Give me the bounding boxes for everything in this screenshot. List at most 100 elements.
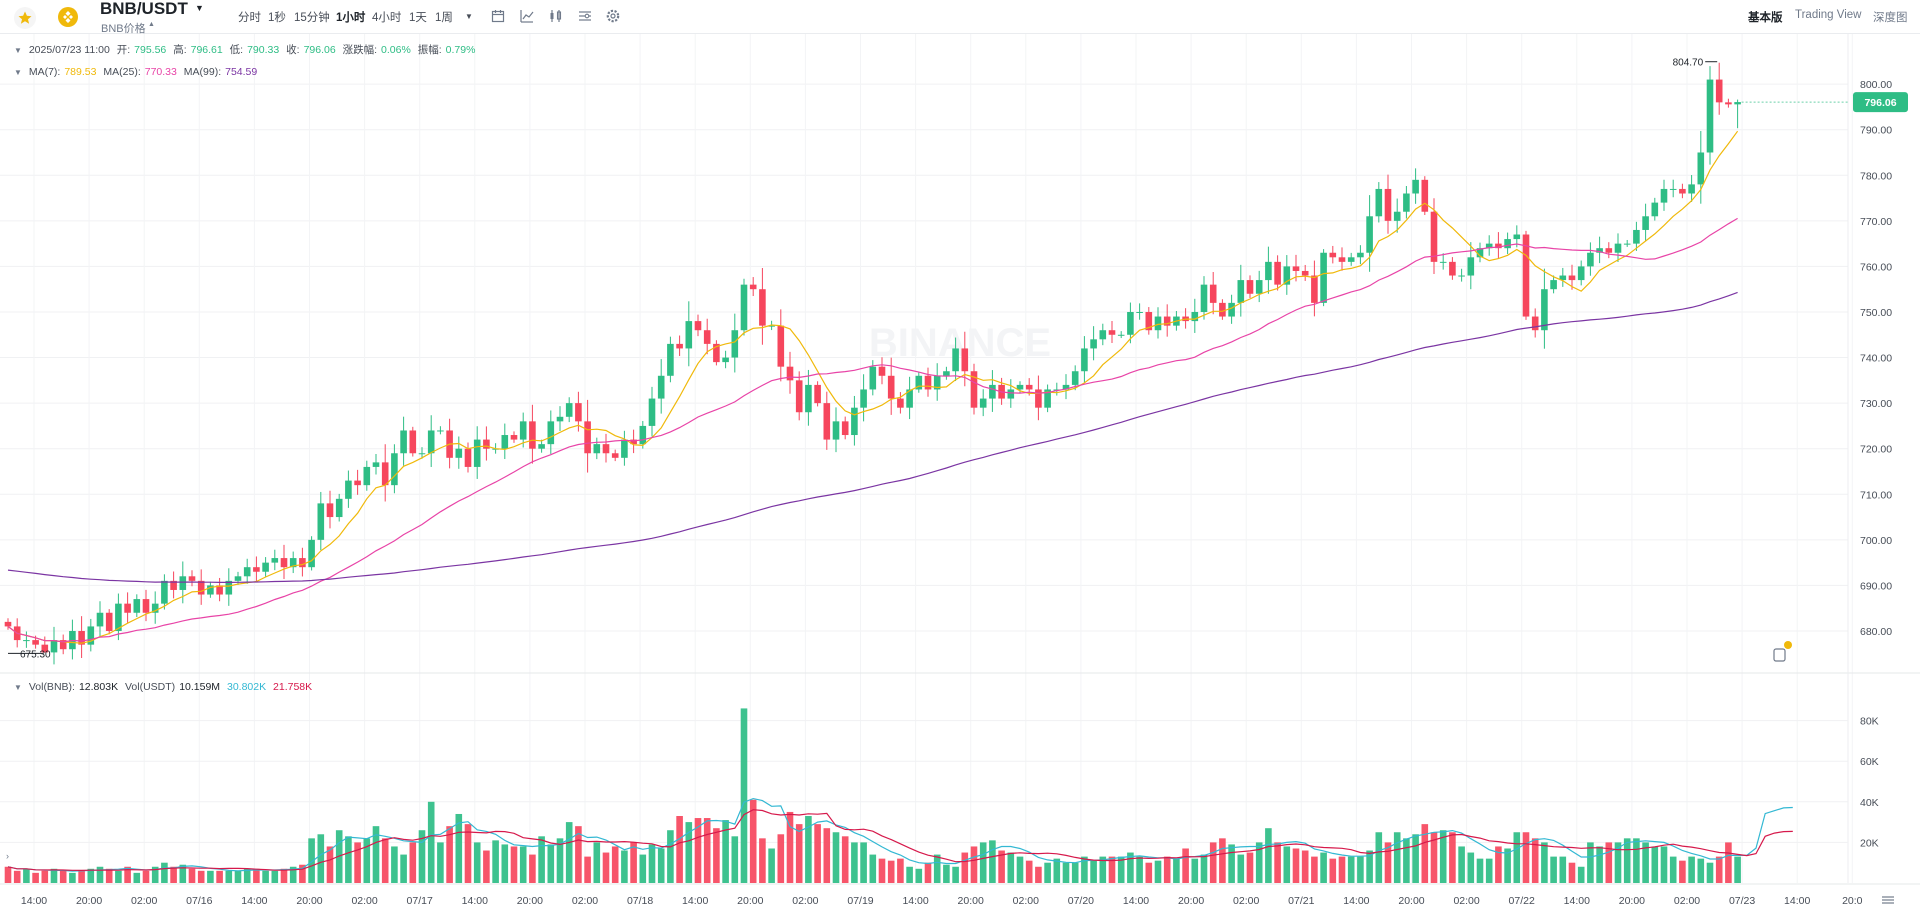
volume-bar: [1347, 856, 1355, 883]
high-value: 796.61: [190, 44, 223, 56]
volume-bar: [4, 866, 12, 883]
volume-bar: [887, 860, 895, 883]
volume-bar: [621, 850, 628, 883]
candle-body: [795, 380, 803, 413]
volume-bar: [740, 708, 748, 883]
candle-body: [961, 348, 969, 372]
chevron-up-icon[interactable]: ▲: [148, 21, 155, 28]
candle-body: [335, 498, 343, 518]
collapse-arrow-icon[interactable]: ›: [6, 851, 9, 861]
candle-body: [731, 330, 739, 358]
volume-bar: [455, 813, 463, 883]
indicator-icon[interactable]: [519, 8, 535, 24]
calendar-icon[interactable]: [490, 8, 506, 24]
candle-body: [1025, 384, 1033, 390]
candle-body: [943, 371, 950, 376]
volume-bar: [851, 842, 858, 883]
candle-body: [611, 453, 619, 458]
volume-bar: [271, 870, 279, 883]
time-tick-label: 20:00: [1178, 895, 1204, 907]
candle-body: [179, 576, 187, 590]
timeframe-tab[interactable]: 1周: [435, 12, 453, 24]
timeframe-tab[interactable]: 4小时: [372, 12, 402, 24]
volume-bar: [1173, 858, 1180, 883]
volume-bar: [1660, 846, 1668, 883]
time-tick-label: 20:00: [1619, 895, 1645, 907]
volume-bar: [317, 834, 325, 883]
gear-icon[interactable]: [605, 8, 621, 24]
price-tick-label: 720.00: [1860, 444, 1892, 456]
volume-bar: [381, 838, 389, 883]
volume-bar: [1467, 852, 1475, 883]
view-trading-view[interactable]: Trading View: [1795, 9, 1862, 21]
volume-bar: [998, 850, 1005, 883]
candle-body: [1715, 79, 1723, 103]
volume-bar: [1706, 862, 1714, 883]
volume-bar: [161, 862, 168, 883]
volume-bar: [694, 818, 702, 883]
volume-bar: [69, 872, 76, 883]
time-tick-label: 20:00: [517, 895, 543, 907]
chevron-down-icon[interactable]: ▼: [14, 68, 22, 77]
timeframe-tab[interactable]: 1天: [409, 12, 427, 24]
volume-bar: [547, 844, 555, 883]
candle-body: [897, 398, 904, 408]
time-tick-label: 07/16: [186, 895, 212, 907]
volume-bar: [464, 824, 472, 883]
candle-body: [1403, 193, 1410, 212]
volume-bar: [841, 836, 849, 883]
volume-bar: [289, 866, 297, 883]
notification-icon[interactable]: [1773, 641, 1792, 662]
ohlc-datetime: 2025/07/23 11:00: [28, 44, 110, 56]
ma25-value: 770.33: [144, 66, 177, 78]
amplitude-value: 0.79%: [445, 44, 476, 56]
volume-bar: [207, 870, 214, 883]
volume-bar: [1697, 858, 1705, 883]
volume-bar: [860, 842, 867, 883]
volume-bar: [1071, 862, 1079, 883]
candle-body: [317, 503, 325, 540]
volume-bar: [1255, 842, 1263, 883]
candle-body: [657, 375, 665, 399]
volume-bar: [667, 830, 674, 883]
chevron-down-icon[interactable]: ▼: [14, 683, 22, 692]
volume-bar: [897, 858, 904, 883]
candle-body: [538, 444, 545, 449]
time-tick-label: 14:00: [462, 895, 488, 907]
volume-bar: [933, 854, 941, 883]
view-basic[interactable]: 基本版: [1748, 12, 1783, 24]
timeframe-tab[interactable]: 15分钟: [294, 12, 330, 24]
layout-icon[interactable]: [577, 8, 593, 24]
low-value: 790.33: [247, 44, 280, 56]
candle-body: [639, 425, 647, 445]
timeframe-tab-active[interactable]: 1小时: [336, 12, 366, 24]
volume-bar: [1375, 832, 1383, 883]
candle-body: [197, 580, 205, 595]
volume-bar: [262, 870, 269, 883]
more-timeframes-chevron-icon[interactable]: ▼: [465, 12, 473, 21]
volume-bar: [1025, 860, 1033, 883]
volume-bar: [657, 848, 665, 883]
time-tick-label: 20:00: [76, 895, 102, 907]
candle-body: [878, 366, 886, 376]
timeframe-tab[interactable]: 分时: [238, 12, 261, 24]
time-tick-label: 20:00: [1398, 895, 1424, 907]
chevron-down-icon[interactable]: ▼: [14, 46, 22, 55]
candlestick-icon[interactable]: [548, 8, 564, 24]
volume-bar: [1292, 848, 1300, 883]
candle-body: [1449, 261, 1456, 276]
star-icon[interactable]: [14, 7, 36, 29]
pair-name[interactable]: BNB/USDT: [100, 0, 188, 18]
volume-bar: [768, 848, 775, 883]
volume-bar: [906, 866, 913, 883]
volume-bar: [409, 842, 417, 883]
chevron-down-icon[interactable]: ▼: [195, 3, 204, 13]
time-tick-label: 20:00: [958, 895, 984, 907]
candle-body: [722, 357, 729, 363]
view-depth[interactable]: 深度图: [1873, 12, 1908, 24]
settings-sliders-icon[interactable]: [1882, 896, 1894, 904]
moving-averages: [7, 130, 1793, 872]
volume-bar: [1587, 842, 1594, 883]
timeframe-tab[interactable]: 1秒: [268, 12, 286, 24]
